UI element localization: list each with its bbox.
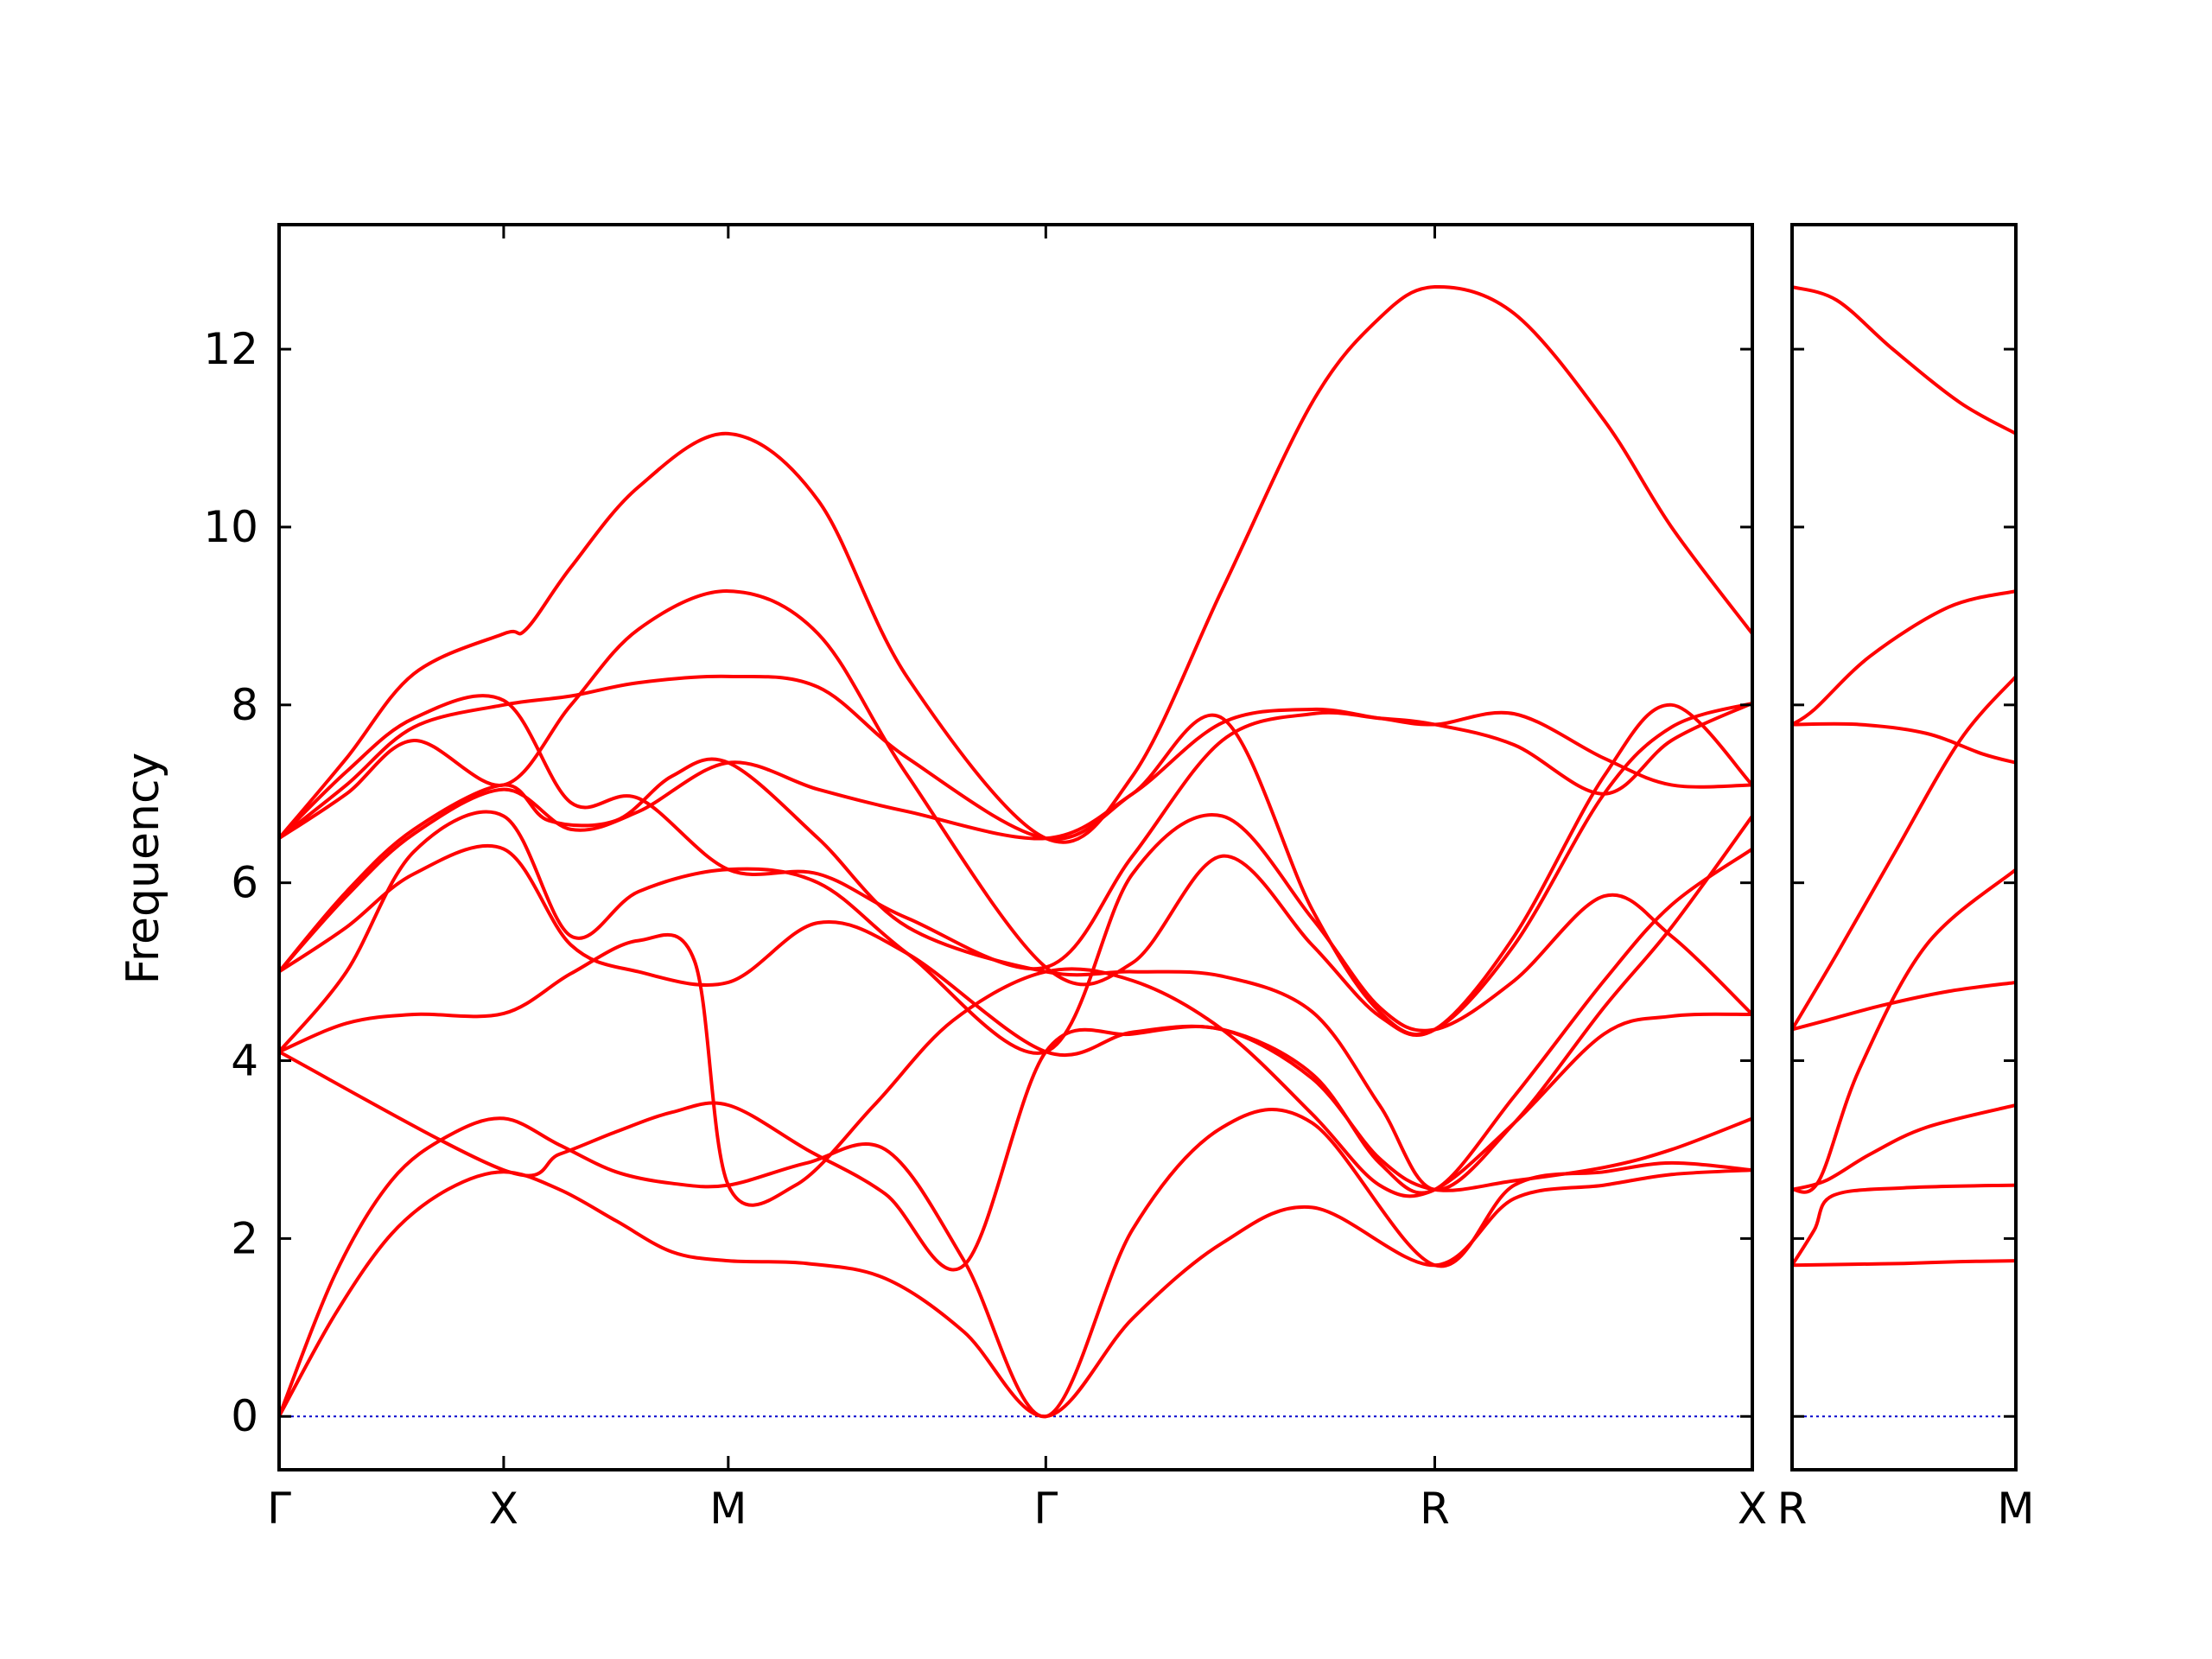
band-line-6 (1792, 674, 2016, 1032)
panel-frame (1790, 223, 2018, 1471)
y-tick-label: 8 (231, 680, 258, 730)
panel-1: 0 2 4 6 8 10 12 Γ X M Γ R X (203, 223, 1767, 1534)
y-tick-label: 4 (231, 1036, 258, 1086)
band-curves (1792, 285, 2016, 1268)
x-tick-label: X (1738, 1484, 1767, 1534)
y-axis-label: Frequency (118, 753, 169, 985)
y-tick-label: 0 (231, 1391, 258, 1441)
x-tick-label: X (489, 1484, 518, 1534)
x-tick-label: Γ (1033, 1484, 1058, 1534)
band-line-5 (279, 843, 1752, 1195)
band-line-6 (279, 810, 1752, 1055)
x-tick-label: M (1997, 1484, 2034, 1534)
band-line-8 (279, 707, 1752, 974)
x-tick-label: R (1420, 1484, 1450, 1534)
band-line-9 (1792, 285, 2016, 435)
band-line-5 (1792, 980, 2016, 1032)
y-tick-label: 12 (203, 324, 258, 374)
x-tick-label: Γ (267, 1484, 291, 1534)
band-line-3 (279, 1025, 1752, 1272)
band-line-10 (279, 674, 1752, 1037)
y-tick-label: 6 (231, 858, 258, 908)
band-curves (279, 284, 1752, 1419)
panel-frame (277, 223, 1754, 1471)
band-line-11 (279, 589, 1752, 1037)
y-tick-label: 2 (231, 1213, 258, 1263)
band-line-4 (279, 932, 1752, 1207)
x-tick-label: R (1777, 1484, 1808, 1534)
band-line-3 (1792, 1103, 2016, 1192)
x-tick-label: M (709, 1484, 747, 1534)
band-line-12 (279, 284, 1752, 844)
band-line-2 (279, 1108, 1752, 1419)
band-line-1 (1792, 1259, 2016, 1268)
band-line-4 (1792, 868, 2016, 1194)
band-line-9 (279, 694, 1752, 971)
band-line-2 (1792, 1183, 2016, 1268)
band-line-7 (1792, 721, 2016, 765)
band-line-8 (1792, 589, 2016, 727)
y-tick-label: 10 (203, 502, 258, 552)
